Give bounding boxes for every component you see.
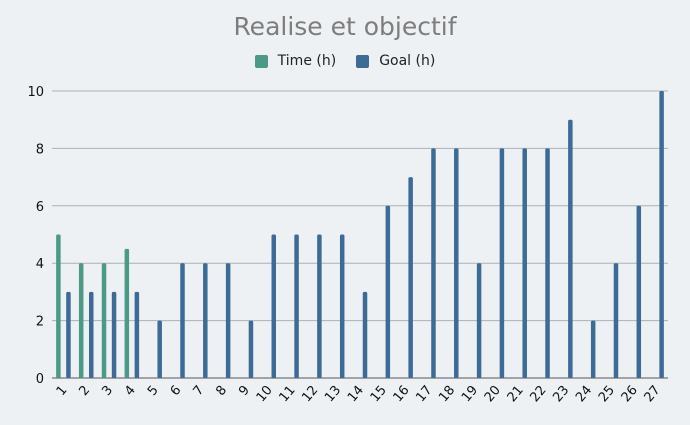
bar-goal — [66, 291, 71, 378]
bar-goal — [180, 263, 185, 378]
bar-goal — [271, 234, 277, 378]
x-tick-label: 25 — [596, 383, 618, 405]
bar-time — [124, 248, 130, 378]
bar-goal — [522, 148, 527, 378]
bar-goal — [454, 148, 459, 378]
chart-title: Realise et objectif — [233, 12, 457, 41]
bar-goal — [203, 263, 208, 378]
y-tick-label: 8 — [36, 142, 44, 157]
bar-goal — [636, 205, 642, 378]
y-tick-label: 4 — [36, 257, 44, 272]
x-tick-label: 17 — [413, 383, 435, 405]
x-tick-label: 8 — [213, 383, 230, 399]
x-tick-label: 18 — [436, 383, 458, 405]
x-tick-label: 14 — [345, 383, 367, 405]
legend: Time (h) Goal (h) — [0, 53, 690, 69]
bar-goal — [88, 291, 94, 378]
legend-swatch-goal — [356, 54, 370, 68]
bar-goal — [385, 205, 391, 378]
bar-goal — [294, 234, 299, 378]
bar-goal — [431, 148, 436, 378]
bar-time — [78, 263, 84, 378]
x-tick-label: 22 — [527, 383, 549, 405]
x-tick-label: 12 — [299, 383, 321, 405]
y-tick-label: 0 — [36, 372, 44, 387]
x-tick-label: 23 — [550, 383, 572, 405]
bar-goal — [317, 234, 322, 378]
bar-goal — [590, 320, 596, 378]
y-tick-label: 6 — [36, 200, 44, 215]
x-tick-label: 19 — [459, 383, 481, 405]
bar-time — [56, 234, 61, 378]
x-tick-label: 5 — [145, 383, 162, 399]
x-tick-label: 26 — [619, 383, 641, 405]
bar-goal — [362, 291, 368, 378]
bar-goal — [408, 177, 413, 378]
x-tick-label: 4 — [122, 383, 139, 399]
bar-goal — [225, 263, 231, 378]
bar-goal — [568, 119, 573, 378]
y-tick-label: 2 — [36, 315, 44, 330]
legend-label-time: Time (h) — [277, 53, 337, 69]
bar-goal — [157, 320, 162, 378]
x-tick-label: 1 — [54, 383, 71, 399]
x-tick-label: 2 — [76, 383, 93, 399]
x-tick-label: 24 — [573, 383, 595, 405]
legend-item-time[interactable]: Time (h) — [254, 53, 337, 69]
x-tick-label: 15 — [368, 383, 390, 405]
x-tick-label: 16 — [391, 383, 413, 405]
legend-item-goal[interactable]: Goal (h) — [356, 53, 435, 69]
bar-goal — [248, 320, 254, 378]
x-tick-label: 11 — [276, 383, 298, 405]
bar-goal — [134, 291, 140, 378]
x-tick-label: 20 — [482, 383, 504, 405]
bar-goal — [499, 148, 505, 378]
y-tick-label: 10 — [27, 85, 44, 100]
x-tick-label: 10 — [254, 383, 276, 405]
bar-goal — [339, 234, 345, 378]
bar-goal — [659, 91, 664, 378]
legend-label-goal: Goal (h) — [379, 53, 436, 69]
x-tick-label: 3 — [99, 383, 116, 399]
bar-goal — [613, 263, 619, 378]
x-tick-label: 13 — [322, 383, 344, 405]
bar-time — [101, 263, 107, 378]
x-tick-label: 7 — [191, 383, 208, 399]
legend-swatch-time — [254, 54, 268, 68]
bar-goal — [545, 148, 550, 378]
x-tick-label: 9 — [236, 383, 253, 399]
bar-goal — [111, 291, 117, 378]
x-tick-label: 27 — [642, 383, 664, 405]
x-tick-label: 6 — [168, 383, 185, 399]
bar-goal — [476, 263, 482, 378]
x-tick-label: 21 — [505, 383, 527, 405]
